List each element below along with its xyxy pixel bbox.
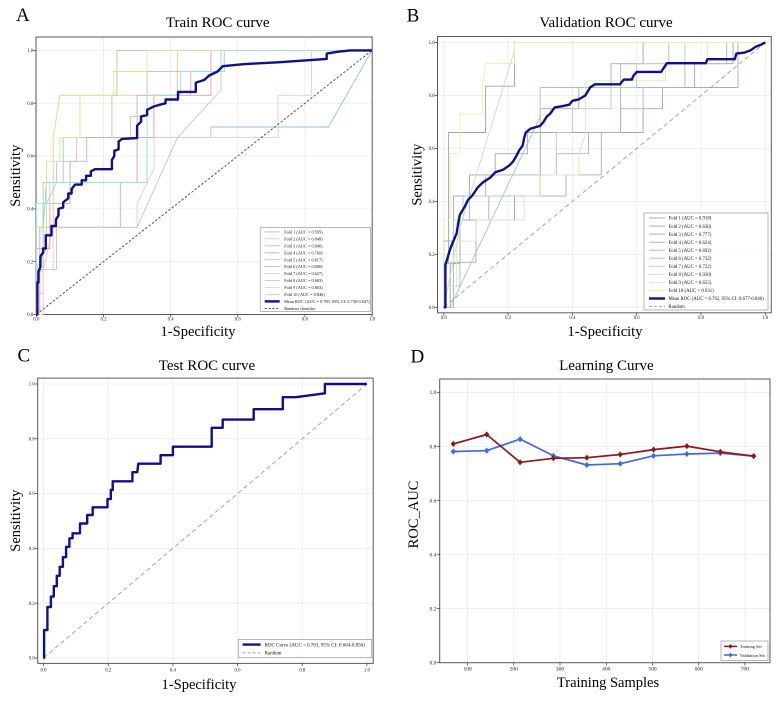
svg-text:0.2: 0.2: [505, 316, 512, 321]
svg-text:1.0: 1.0: [429, 41, 436, 46]
svg-text:Fold 3 (AUC = 0.840): Fold 3 (AUC = 0.840): [284, 243, 323, 248]
svg-text:0.8: 0.8: [429, 94, 436, 99]
svg-text:Learning Curve: Learning Curve: [559, 358, 654, 374]
svg-text:500: 500: [648, 667, 657, 673]
svg-text:400: 400: [602, 667, 611, 673]
svg-text:Fold 1 (AUC = 0.595): Fold 1 (AUC = 0.595): [284, 230, 323, 235]
svg-text:0.8: 0.8: [27, 102, 34, 107]
svg-text:0.0: 0.0: [430, 661, 437, 667]
svg-text:0.0: 0.0: [29, 657, 36, 662]
svg-text:Fold 8 (AUC = 0.683): Fold 8 (AUC = 0.683): [284, 278, 323, 283]
svg-text:Sensitivity: Sensitivity: [410, 143, 426, 206]
svg-text:Fold 1 (AUC = 0.918): Fold 1 (AUC = 0.918): [669, 217, 712, 222]
svg-text:700: 700: [741, 667, 750, 673]
svg-text:1.0: 1.0: [762, 316, 769, 321]
svg-text:0.4: 0.4: [29, 547, 36, 552]
svg-text:Fold 9 (AUC = 0.655): Fold 9 (AUC = 0.655): [669, 281, 712, 286]
svg-text:0.4: 0.4: [27, 208, 34, 213]
svg-text:Fold 5 (AUC = 0.692): Fold 5 (AUC = 0.692): [669, 249, 712, 254]
svg-text:ROC Curve (AUC = 0.763, 95% CI: ROC Curve (AUC = 0.763, 95% CI: 0.664-0.…: [265, 643, 366, 648]
svg-text:0.6: 0.6: [235, 669, 242, 674]
svg-text:Fold 4 (AUC = 0.624): Fold 4 (AUC = 0.624): [669, 241, 712, 246]
svg-text:0.6: 0.6: [429, 147, 436, 152]
svg-text:ROC_AUC: ROC_AUC: [406, 481, 422, 549]
svg-text:1-Specificity: 1-Specificity: [161, 324, 237, 340]
svg-text:0.4: 0.4: [168, 318, 175, 323]
svg-text:300: 300: [556, 667, 565, 673]
svg-text:Validation Set: Validation Set: [740, 653, 766, 658]
svg-text:Fold 10 (AUC = 0.931): Fold 10 (AUC = 0.931): [669, 289, 715, 294]
svg-text:600: 600: [695, 667, 704, 673]
svg-text:0.6: 0.6: [27, 155, 34, 160]
svg-text:A: A: [16, 5, 30, 26]
svg-text:Fold 5 (AUC = 0.817): Fold 5 (AUC = 0.817): [284, 257, 323, 262]
svg-text:Mean ROC (AUC = 0.762, 95% CI:: Mean ROC (AUC = 0.762, 95% CI: 0.677-0.8…: [669, 297, 765, 302]
svg-text:Validation ROC curve: Validation ROC curve: [539, 15, 673, 31]
svg-text:Fold 9 (AUC = 0.863): Fold 9 (AUC = 0.863): [284, 285, 323, 290]
svg-text:Sensitivity: Sensitivity: [8, 144, 24, 207]
svg-text:Fold 4 (AUC = 0.760): Fold 4 (AUC = 0.760): [284, 250, 323, 255]
svg-text:0.6: 0.6: [29, 492, 36, 497]
svg-text:0.6: 0.6: [634, 316, 641, 321]
svg-text:0.8: 0.8: [29, 437, 36, 442]
svg-text:0.4: 0.4: [569, 316, 576, 321]
svg-text:0.8: 0.8: [299, 669, 306, 674]
svg-text:1.0: 1.0: [369, 318, 376, 323]
svg-text:Fold 6 (AUC = 0.808): Fold 6 (AUC = 0.808): [284, 264, 323, 269]
svg-text:0.2: 0.2: [27, 260, 34, 265]
svg-text:0.4: 0.4: [429, 200, 436, 205]
svg-text:Random: Random: [669, 305, 686, 310]
svg-text:Train ROC curve: Train ROC curve: [166, 15, 270, 31]
svg-text:D: D: [411, 347, 425, 368]
svg-text:0.4: 0.4: [170, 669, 177, 674]
svg-text:Mean ROC (AUC = 0.789, 95% CI:: Mean ROC (AUC = 0.789, 95% CI: 0.730-0.8…: [284, 299, 370, 305]
svg-text:1.0: 1.0: [27, 49, 34, 54]
svg-text:0.6: 0.6: [235, 318, 242, 323]
svg-text:0.2: 0.2: [429, 253, 436, 258]
svg-text:Fold 3 (AUC = 0.777): Fold 3 (AUC = 0.777): [669, 233, 712, 238]
svg-text:0.6: 0.6: [430, 498, 437, 504]
svg-text:0.8: 0.8: [302, 318, 309, 323]
svg-text:0.4: 0.4: [430, 552, 437, 558]
svg-text:Fold 6 (AUC = 0.732): Fold 6 (AUC = 0.732): [669, 257, 712, 262]
svg-text:Fold 8 (AUC = 0.930): Fold 8 (AUC = 0.930): [669, 273, 712, 278]
svg-text:Training Set: Training Set: [740, 644, 762, 649]
svg-text:200: 200: [510, 667, 519, 673]
svg-text:0.0: 0.0: [429, 306, 436, 311]
svg-text:1.0: 1.0: [29, 383, 36, 388]
svg-text:0.8: 0.8: [430, 444, 437, 450]
svg-text:1-Specificity: 1-Specificity: [162, 677, 238, 693]
svg-text:0.8: 0.8: [698, 316, 705, 321]
svg-text:0.0: 0.0: [441, 316, 448, 321]
svg-text:0.2: 0.2: [430, 607, 437, 613]
svg-text:Fold 2 (AUC = 0.630): Fold 2 (AUC = 0.630): [669, 225, 712, 230]
svg-text:1.0: 1.0: [364, 669, 371, 674]
svg-text:0.2: 0.2: [29, 602, 36, 607]
svg-text:Training Samples: Training Samples: [557, 675, 660, 691]
svg-text:0.0: 0.0: [27, 313, 34, 318]
svg-text:Random classifier: Random classifier: [284, 306, 316, 311]
svg-text:C: C: [18, 346, 31, 367]
svg-text:1.0: 1.0: [430, 390, 437, 396]
svg-text:Fold 2 (AUC = 0.848): Fold 2 (AUC = 0.848): [284, 236, 323, 241]
svg-text:Fold 7 (AUC = 0.627): Fold 7 (AUC = 0.627): [284, 271, 323, 276]
svg-text:Fold 7 (AUC = 0.722): Fold 7 (AUC = 0.722): [669, 265, 712, 270]
svg-text:Test ROC curve: Test ROC curve: [159, 358, 256, 374]
svg-text:0.2: 0.2: [105, 669, 112, 674]
svg-text:Sensitivity: Sensitivity: [8, 489, 24, 552]
svg-text:1-Specificity: 1-Specificity: [568, 324, 644, 340]
svg-text:0.0: 0.0: [41, 669, 48, 674]
svg-text:Fold 10 (AUC = 0.846): Fold 10 (AUC = 0.846): [284, 292, 325, 297]
svg-text:0.0: 0.0: [33, 318, 40, 323]
svg-text:Random: Random: [265, 652, 282, 657]
svg-text:0.2: 0.2: [101, 318, 108, 323]
svg-text:B: B: [407, 6, 420, 27]
svg-text:100: 100: [463, 667, 472, 673]
